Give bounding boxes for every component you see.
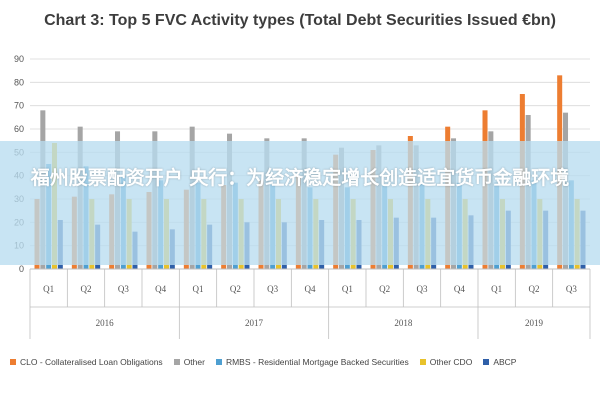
legend-item: Other CDO — [419, 357, 473, 367]
legend-item: CLO - Collateralised Loan Obligations — [10, 357, 163, 367]
x-tick-label: Q1 — [193, 284, 204, 294]
banner-text: 福州股票配资开户 央行：为经济稳定增长创造适宜货币金融环境 — [30, 167, 570, 189]
x-tick-label: Q2 — [529, 284, 540, 294]
x-group-label: 2018 — [394, 318, 413, 328]
legend-label: RMBS - Residential Mortgage Backed Secur… — [225, 357, 409, 367]
legend-label: Other CDO — [429, 357, 473, 367]
x-tick-label: Q2 — [379, 284, 390, 294]
legend-swatch — [483, 359, 490, 365]
x-tick-label: Q3 — [118, 284, 129, 294]
y-tick-label: 60 — [14, 124, 24, 134]
x-tick-label: Q4 — [305, 284, 316, 294]
legend-swatch — [215, 359, 222, 365]
x-tick-label: Q1 — [491, 284, 502, 294]
chart-title: Chart 3: Top 5 FVC Activity types (Total… — [44, 12, 556, 29]
x-group-label: 2017 — [245, 318, 264, 328]
y-tick-label: 80 — [14, 77, 24, 87]
legend-label: CLO - Collateralised Loan Obligations — [20, 357, 163, 367]
x-axis: Q1 Q2 Q3 Q4 Q1 Q2 Q3 Q4 Q1 Q2 Q3 Q4 Q1 Q2 Q3 2016 2017 20… — [29, 268, 591, 339]
legend-swatch — [173, 359, 180, 365]
x-tick-label: Q4 — [454, 284, 465, 294]
x-tick-label: Q2 — [230, 284, 241, 294]
banner-overlay — [0, 141, 600, 265]
y-tick-label: 70 — [14, 101, 24, 111]
legend-swatch — [419, 359, 426, 365]
legend-label: Other — [183, 357, 205, 367]
x-group-label: 2016 — [96, 318, 115, 328]
x-tick-label: Q3 — [267, 284, 278, 294]
x-tick-label: Q1 — [43, 284, 54, 294]
x-tick-label: Q2 — [81, 284, 92, 294]
y-tick-label: 0 — [19, 264, 24, 274]
legend-item: ABCP — [483, 357, 516, 367]
legend-swatch — [10, 359, 16, 365]
legend-label: ABCP — [493, 357, 517, 367]
x-group-label: 2019 — [525, 318, 544, 328]
x-tick-label: Q4 — [155, 284, 166, 294]
x-tick-label: Q1 — [342, 284, 353, 294]
x-tick-label: Q3 — [417, 284, 428, 294]
legend-item: Other — [173, 357, 205, 367]
legend-item: RMBS - Residential Mortgage Backed Secur… — [215, 357, 409, 367]
x-tick-label: Q3 — [566, 284, 577, 294]
chart-legend: CLO - Collateralised Loan Obligations Oth… — [10, 357, 600, 367]
y-tick-label: 90 — [14, 54, 24, 64]
